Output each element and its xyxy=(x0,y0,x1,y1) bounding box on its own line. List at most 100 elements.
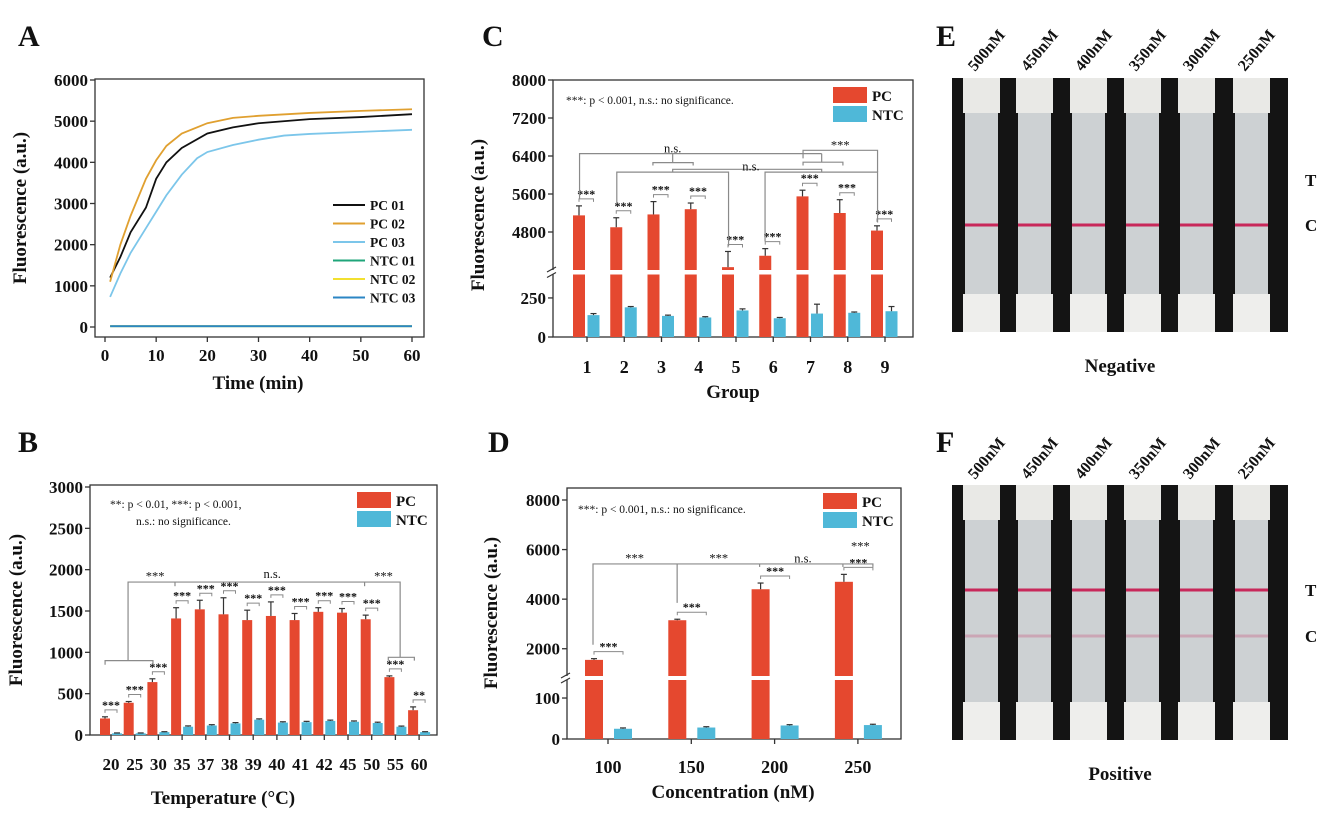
x-tick-label-b: 39 xyxy=(245,755,262,774)
legend-swatch-pc xyxy=(823,493,857,509)
bar-ntc xyxy=(587,315,600,337)
pair-bracket-d xyxy=(760,575,791,580)
line-label-c-f: C xyxy=(1305,627,1317,646)
pair-significance-b: *** xyxy=(268,583,286,597)
x-tick-label-c: 3 xyxy=(657,357,666,377)
strip-cap-top xyxy=(1070,485,1107,520)
x-tick-label-c: 7 xyxy=(806,357,815,377)
strip-pad-bottom xyxy=(1070,702,1107,740)
x-tick-label-b: 60 xyxy=(411,755,428,774)
bar-ntc xyxy=(624,307,637,337)
test-line-t xyxy=(1126,588,1159,592)
concentration-label-e: 300nM xyxy=(1180,27,1224,75)
x-tick-label-a: 30 xyxy=(250,346,267,365)
pair-bracket-d xyxy=(593,651,624,655)
y-tick-label-a: 4000 xyxy=(54,153,88,172)
plot-frame-a xyxy=(94,78,425,338)
test-strip-f xyxy=(1126,485,1159,740)
bar-ntc xyxy=(277,722,288,735)
y-tick-label-c: 8000 xyxy=(512,71,546,90)
y-tick-label-a: 1000 xyxy=(54,277,88,296)
strip-pad-bottom xyxy=(963,702,1000,740)
pair-bracket-b xyxy=(246,602,260,607)
bar-pc-lower xyxy=(610,274,623,337)
concentration-label-e: 450nM xyxy=(1018,27,1062,75)
x-tick-label-b: 35 xyxy=(174,755,191,774)
significance-note-b: n.s.: no significance. xyxy=(136,516,231,528)
bar-ntc xyxy=(183,726,194,735)
pair-significance-c: *** xyxy=(652,183,670,197)
concentration-label-f: 350nM xyxy=(1126,435,1170,483)
y-tick-label-b: 0 xyxy=(75,726,84,745)
y-tick-label-b: 3000 xyxy=(49,478,83,497)
y-axis-title-b: Fluorescence (a.u.) xyxy=(6,534,27,686)
x-axis-title-c: Group xyxy=(706,382,760,403)
y-tick-label-b: 2000 xyxy=(49,561,83,580)
pair-bracket-b xyxy=(128,694,142,698)
bar-ntc xyxy=(662,315,674,337)
bar-pc xyxy=(218,614,229,735)
pair-significance-b: *** xyxy=(315,589,333,603)
axis-break-mark xyxy=(546,266,557,273)
strip-cap-top xyxy=(963,485,1000,520)
axis-break-mark xyxy=(546,271,557,279)
y-tick-label-c: 0 xyxy=(538,328,547,347)
x-tick-label-c: 1 xyxy=(583,357,592,377)
bar-pc-lower xyxy=(751,680,770,739)
caption-positive: Positive xyxy=(1088,764,1151,785)
comparison-label-b: *** xyxy=(146,569,165,583)
y-tick-label-c: 250 xyxy=(521,289,547,308)
x-tick-label-a: 50 xyxy=(352,346,369,365)
x-tick-label-c: 8 xyxy=(843,357,852,377)
legend-label: NTC 03 xyxy=(370,291,416,306)
axis-break-gap-c xyxy=(547,270,559,275)
bar-pc-upper xyxy=(668,620,687,676)
bar-ntc xyxy=(614,728,632,739)
bar-pc xyxy=(242,620,253,735)
x-tick-label-b: 37 xyxy=(197,755,215,774)
bar-ntc xyxy=(811,313,823,337)
y-tick-label-a: 3000 xyxy=(54,195,88,214)
bar-pc xyxy=(100,718,110,735)
bar-ntc xyxy=(848,312,861,337)
y-tick-label-d: 6000 xyxy=(526,541,560,560)
comparison-bracket-c xyxy=(802,161,844,166)
bar-ntc xyxy=(699,317,712,337)
y-tick-label-d: 2000 xyxy=(526,640,560,659)
pair-bracket-b xyxy=(341,601,355,605)
comparison-label-c: *** xyxy=(831,139,850,153)
strip-cap-top xyxy=(1070,78,1107,113)
x-tick-label-b: 20 xyxy=(103,755,120,774)
legend-swatch-ntc xyxy=(823,512,857,528)
bar-pc-upper xyxy=(759,255,772,270)
pair-significance-c: *** xyxy=(838,181,856,195)
strip-cap-top xyxy=(1124,78,1161,113)
bar-pc-upper xyxy=(684,209,697,270)
pair-significance-b: *** xyxy=(339,590,357,604)
concentration-label-e: 400nM xyxy=(1072,27,1116,75)
bar-pc xyxy=(123,702,134,735)
bar-ntc xyxy=(885,311,898,337)
bar-pc-upper xyxy=(796,196,809,270)
pair-significance-d: *** xyxy=(766,564,784,578)
strip-pad-bottom xyxy=(1178,702,1215,740)
comparison-label-b: n.s. xyxy=(263,567,280,581)
legend-label: NTC 01 xyxy=(370,254,416,269)
y-tick-label-b: 2500 xyxy=(49,519,83,538)
pair-bracket-b xyxy=(270,594,284,598)
concentration-label-e: 500nM xyxy=(965,27,1009,75)
test-strip-e xyxy=(965,78,998,332)
bar-pc-lower xyxy=(668,680,687,739)
y-tick-label-c: 6400 xyxy=(512,147,546,166)
control-line-c xyxy=(965,634,998,638)
bar-ntc xyxy=(325,720,336,735)
caption-negative: Negative xyxy=(1085,356,1156,377)
test-strip-f xyxy=(1180,485,1213,740)
control-line-c xyxy=(1018,634,1051,638)
x-tick-label-c: 2 xyxy=(620,357,629,377)
bar-ntc xyxy=(206,725,217,735)
x-tick-label-b: 30 xyxy=(150,755,167,774)
comparison-label-b: *** xyxy=(374,569,393,583)
y-tick-label-c: 4800 xyxy=(512,223,546,242)
x-tick-label-d: 100 xyxy=(595,757,622,777)
